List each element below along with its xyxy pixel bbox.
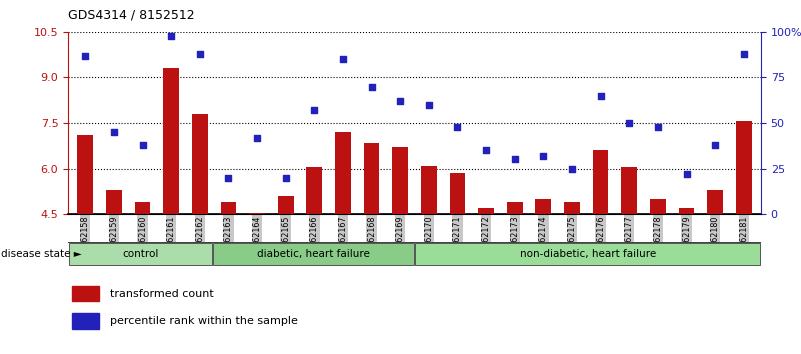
Text: diabetic, heart failure: diabetic, heart failure xyxy=(257,249,370,259)
Bar xyxy=(307,167,322,214)
Point xyxy=(509,156,521,162)
Point xyxy=(251,135,264,141)
Text: percentile rank within the sample: percentile rank within the sample xyxy=(110,316,297,326)
Bar xyxy=(707,190,723,214)
Point xyxy=(738,51,751,57)
Point xyxy=(537,153,549,159)
Bar xyxy=(622,167,637,214)
Bar xyxy=(449,173,465,214)
Point xyxy=(365,84,378,89)
Bar xyxy=(392,147,408,214)
Point xyxy=(623,120,636,126)
FancyBboxPatch shape xyxy=(415,243,760,265)
Bar xyxy=(593,150,609,214)
Bar xyxy=(507,202,522,214)
Bar xyxy=(249,213,265,214)
FancyBboxPatch shape xyxy=(69,243,211,265)
Bar xyxy=(564,202,580,214)
Bar xyxy=(163,68,179,214)
Text: control: control xyxy=(122,249,159,259)
Bar xyxy=(536,199,551,214)
Bar xyxy=(106,190,122,214)
Point xyxy=(422,102,435,108)
Bar xyxy=(192,114,207,214)
Text: GDS4314 / 8152512: GDS4314 / 8152512 xyxy=(68,9,195,22)
Bar xyxy=(650,199,666,214)
Point xyxy=(594,93,607,98)
Point xyxy=(566,166,578,171)
Bar xyxy=(364,143,380,214)
Bar xyxy=(71,313,99,329)
Point xyxy=(222,175,235,181)
Point xyxy=(308,107,320,113)
Text: transformed count: transformed count xyxy=(110,289,213,299)
Point xyxy=(78,53,91,58)
Bar xyxy=(135,202,151,214)
Point xyxy=(709,142,722,148)
Point xyxy=(480,148,493,153)
Text: disease state ►: disease state ► xyxy=(1,249,82,259)
Point xyxy=(107,129,120,135)
Point xyxy=(336,56,349,62)
Point xyxy=(280,175,292,181)
Point xyxy=(680,171,693,177)
Text: non-diabetic, heart failure: non-diabetic, heart failure xyxy=(520,249,656,259)
Bar xyxy=(736,121,751,214)
Bar xyxy=(335,132,351,214)
Point xyxy=(394,98,407,104)
Bar xyxy=(78,135,93,214)
Point xyxy=(651,124,664,130)
Point xyxy=(136,142,149,148)
Bar xyxy=(478,208,494,214)
Bar xyxy=(278,196,293,214)
FancyBboxPatch shape xyxy=(213,243,414,265)
Bar xyxy=(421,166,437,214)
Point xyxy=(451,124,464,130)
Point xyxy=(193,51,206,57)
Bar xyxy=(220,202,236,214)
Bar xyxy=(678,208,694,214)
Bar xyxy=(71,286,99,301)
Point xyxy=(165,33,178,38)
